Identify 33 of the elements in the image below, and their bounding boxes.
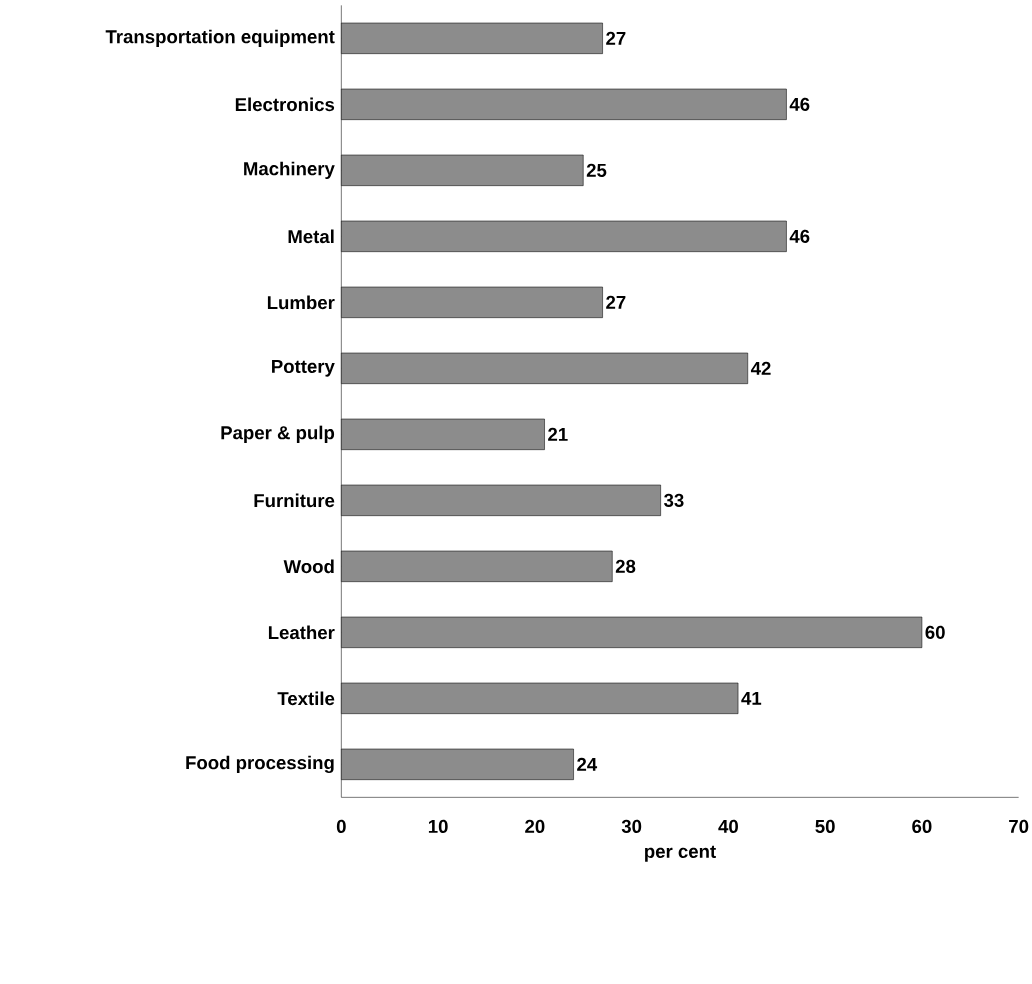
data-label: 41 bbox=[741, 691, 762, 705]
x-tick-label: 0 bbox=[336, 819, 346, 833]
y-tick-label: Food processing bbox=[186, 755, 334, 774]
x-tick-label: 20 bbox=[525, 819, 545, 833]
data-label: 46 bbox=[789, 97, 810, 111]
data-label: 24 bbox=[577, 757, 598, 771]
y-tick-label: Machinery bbox=[244, 161, 335, 179]
y-tick-label: Leather bbox=[268, 625, 335, 640]
data-label: 21 bbox=[548, 427, 568, 441]
y-tick-label: Wood bbox=[283, 559, 334, 574]
data-label: 46 bbox=[789, 229, 810, 243]
y-tick-label: Furniture bbox=[254, 493, 335, 508]
y-tick-label: Electronics bbox=[235, 97, 335, 112]
x-axis-title: per cent bbox=[645, 845, 716, 862]
x-tick-label: 70 bbox=[1009, 819, 1029, 833]
data-label: 42 bbox=[750, 361, 771, 375]
y-tick-label: Lumber bbox=[267, 295, 335, 310]
y-tick-label: Metal bbox=[288, 229, 334, 244]
data-label: 60 bbox=[925, 625, 945, 639]
data-label: 25 bbox=[586, 163, 607, 177]
data-label: 28 bbox=[615, 559, 636, 573]
x-tick-label: 50 bbox=[815, 819, 835, 833]
y-tick-label: Textile bbox=[277, 691, 335, 706]
y-tick-label: Transportation equipment bbox=[105, 29, 335, 47]
data-label: 27 bbox=[606, 295, 626, 309]
x-tick-label: 60 bbox=[912, 819, 932, 833]
data-label: 33 bbox=[664, 493, 684, 507]
x-tick-label: 30 bbox=[621, 819, 642, 833]
x-tick-label: 10 bbox=[428, 819, 448, 833]
y-tick-label: Pottery bbox=[272, 360, 335, 377]
y-tick-label: Paper & pulp bbox=[221, 425, 335, 443]
x-tick-label: 40 bbox=[718, 819, 738, 833]
data-label: 27 bbox=[606, 31, 626, 45]
